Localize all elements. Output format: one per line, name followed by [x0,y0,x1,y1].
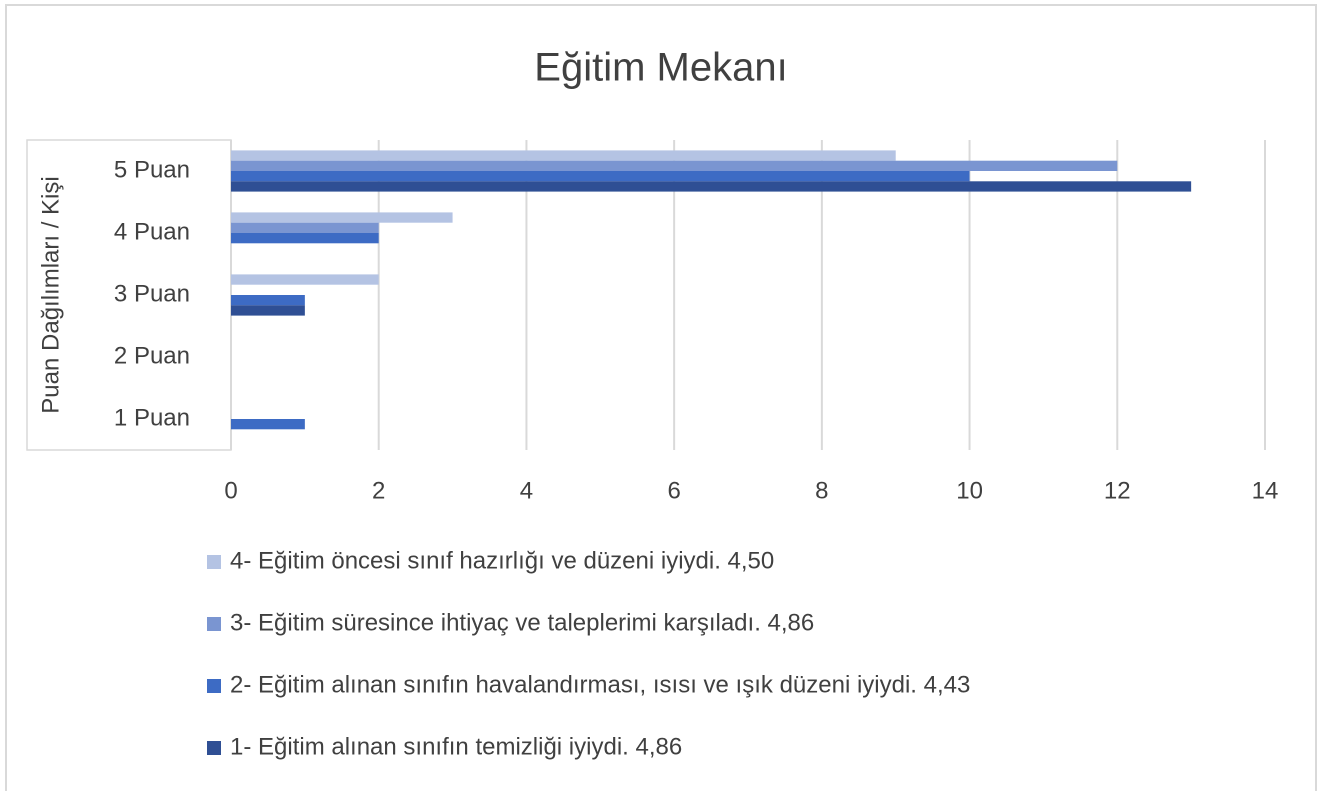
y-axis-label: Puan Dağılımları / Kişi [37,176,64,413]
legend-label: 1- Eğitim alınan sınıfın temizliği iyiyd… [230,733,682,760]
axis-label-box [26,139,232,451]
legend-label: 3- Eğitim süresince ihtiyaç ve talepleri… [230,609,814,636]
x-tick-label: 10 [956,477,983,504]
bar [231,150,896,161]
bar [231,233,379,244]
x-tick-label: 4 [520,477,533,504]
legend-swatch [207,555,221,569]
y-tick-label: 2 Puan [114,342,190,369]
y-tick-label: 1 Puan [114,404,190,431]
chart-title: Eğitim Mekanı [534,46,787,90]
x-tick-label: 2 [372,477,385,504]
y-tick-label: 4 Puan [114,218,190,245]
bar [231,171,970,182]
x-tick-label: 0 [224,477,237,504]
x-tick-label: 12 [1104,477,1131,504]
legend-label: 4- Eğitim öncesi sınıf hazırlığı ve düze… [230,547,774,574]
x-tick-label: 14 [1252,477,1279,504]
bar [231,160,1118,171]
y-tick-label: 5 Puan [114,156,190,183]
x-tick-label: 8 [815,477,828,504]
bar [231,181,1192,192]
bar [231,305,305,316]
legend-swatch [207,741,221,755]
legend-label: 2- Eğitim alınan sınıfın havalandırması,… [230,671,970,698]
bar [231,274,379,285]
bar [231,419,305,430]
legend-swatch [207,679,221,693]
bar [231,295,305,306]
legend-swatch [207,617,221,631]
bar [231,222,379,233]
y-tick-label: 3 Puan [114,280,190,307]
x-tick-label: 6 [667,477,680,504]
bar [231,212,453,223]
